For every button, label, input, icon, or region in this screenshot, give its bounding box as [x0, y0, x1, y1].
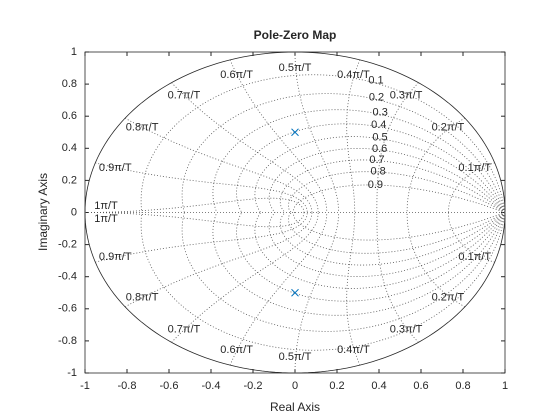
frequency-curve: [229, 59, 328, 213]
y-axis-label: Imaginary Axis: [36, 173, 50, 251]
frequency-label: 0.2π/T: [432, 122, 465, 134]
damping-label: 0.5: [372, 131, 387, 143]
x-tick-label: 0.4: [371, 380, 386, 392]
frequency-label: 1π/T: [94, 213, 118, 225]
frequency-label: 0.6π/T: [220, 344, 253, 356]
x-tick-label: 0.6: [413, 380, 428, 392]
y-tick-label: -1: [67, 367, 77, 379]
y-tick-label: -0.2: [58, 239, 77, 251]
y-tick-label: -0.8: [58, 335, 77, 347]
frequency-curve: [95, 162, 308, 213]
y-tick-label: -0.6: [58, 303, 77, 315]
damping-curve: [181, 93, 506, 213]
frequency-label: 0.8π/T: [126, 122, 159, 134]
x-tick-label: 0: [292, 380, 298, 392]
y-tick-label: 1: [71, 46, 77, 58]
frequency-label: 0.6π/T: [220, 69, 253, 81]
damping-label: 0.7: [369, 154, 384, 166]
frequency-curve: [95, 212, 308, 263]
frequency-label: 0.2π/T: [432, 291, 465, 303]
x-axis-label: Real Axis: [270, 400, 320, 414]
frequency-label: 0.8π/T: [126, 291, 159, 303]
damping-curve: [293, 212, 506, 241]
x-tick-label: -0.6: [160, 380, 179, 392]
damping-label: 0.2: [369, 91, 384, 103]
frequency-label: 0.3π/T: [390, 323, 423, 335]
pole-marker: [291, 288, 299, 297]
frequency-curve: [124, 117, 313, 213]
frequency-label: 0.7π/T: [168, 323, 201, 335]
damping-curve: [288, 212, 506, 254]
frequency-label: 0.4π/T: [337, 344, 370, 356]
damping-curve: [254, 136, 506, 213]
frequency-curve: [376, 212, 419, 343]
damping-label: 0.3: [373, 106, 388, 118]
frequency-label: 0.3π/T: [390, 90, 423, 102]
frequency-label: 0.5π/T: [279, 62, 312, 74]
frequency-curve: [346, 59, 361, 213]
y-tick-label: 0.6: [62, 110, 77, 122]
y-tick-label: -0.4: [58, 271, 77, 283]
frequency-curve: [406, 117, 466, 213]
x-tick-label: -0.4: [202, 380, 221, 392]
frequency-label: 0.1π/T: [458, 162, 491, 174]
damping-curve: [293, 184, 506, 213]
y-tick-label: 0.8: [62, 78, 77, 90]
frequency-label: 0.9π/T: [99, 251, 132, 263]
x-tick-label: 1: [502, 380, 508, 392]
damping-label: 0.1: [368, 75, 383, 87]
chart-title: Pole-Zero Map: [254, 28, 337, 42]
pole-marker: [291, 128, 299, 137]
frequency-label: 0.9π/T: [99, 162, 132, 174]
y-tick-label: 0.4: [62, 142, 77, 154]
frequency-label: 0.7π/T: [168, 90, 201, 102]
frequency-label: 0.4π/T: [337, 69, 370, 81]
y-tick-label: 0: [71, 206, 77, 218]
damping-label: 0.9: [368, 179, 383, 191]
frequency-curve: [229, 212, 328, 366]
x-tick-label: 0.2: [329, 380, 344, 392]
frequency-curve: [346, 212, 361, 366]
damping-label: 0.6: [372, 143, 387, 155]
damping-curve: [181, 212, 506, 332]
frequency-curve: [124, 212, 313, 308]
x-tick-label: 0.8: [455, 380, 470, 392]
frequency-label: 0.1π/T: [458, 251, 491, 263]
frequency-label: 0.5π/T: [279, 351, 312, 363]
frequency-curve: [406, 212, 466, 308]
frequency-curve: [376, 82, 419, 213]
damping-curve: [254, 212, 506, 289]
damping-label: 0.4: [371, 119, 386, 131]
frequency-label: 1π/T: [94, 200, 118, 212]
x-tick-label: -0.8: [118, 380, 137, 392]
damping-curve: [288, 171, 506, 213]
x-tick-label: -1: [80, 380, 90, 392]
x-tick-label: -0.2: [244, 380, 263, 392]
y-tick-label: 0.2: [62, 174, 77, 186]
